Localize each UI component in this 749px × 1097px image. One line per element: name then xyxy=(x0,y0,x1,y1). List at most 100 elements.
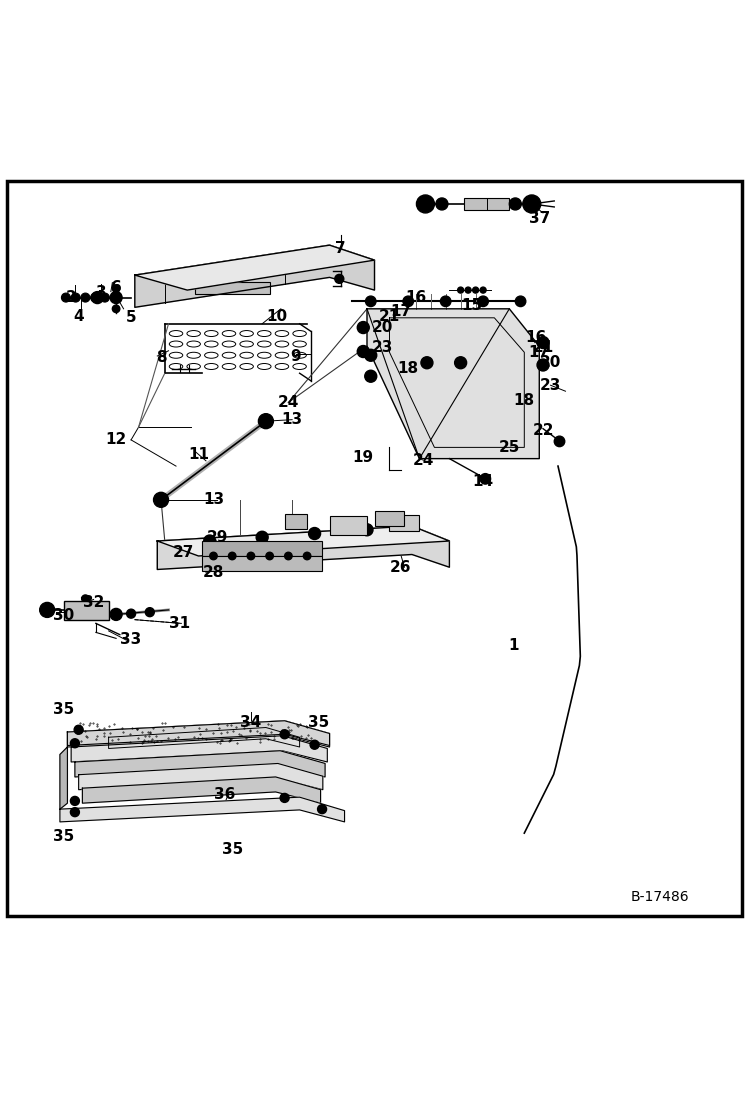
Circle shape xyxy=(361,523,373,535)
Circle shape xyxy=(82,595,89,602)
Circle shape xyxy=(537,359,549,371)
Text: 19: 19 xyxy=(353,450,374,465)
Bar xyxy=(464,197,509,210)
Bar xyxy=(202,541,322,556)
Text: 35: 35 xyxy=(53,829,74,845)
Circle shape xyxy=(366,296,376,306)
Circle shape xyxy=(473,287,479,293)
Circle shape xyxy=(280,730,289,738)
Polygon shape xyxy=(82,777,321,803)
Text: 5: 5 xyxy=(126,310,136,326)
Text: 21: 21 xyxy=(379,309,400,324)
Polygon shape xyxy=(71,736,327,762)
Circle shape xyxy=(310,740,319,749)
Bar xyxy=(374,511,404,527)
Circle shape xyxy=(258,414,273,429)
Circle shape xyxy=(416,195,434,213)
Bar xyxy=(64,601,109,620)
Polygon shape xyxy=(75,750,325,777)
Text: 21: 21 xyxy=(533,340,554,355)
Text: 26: 26 xyxy=(390,559,411,575)
Polygon shape xyxy=(60,747,67,810)
Text: 30: 30 xyxy=(53,609,74,623)
Circle shape xyxy=(91,293,100,302)
Text: 3: 3 xyxy=(96,285,106,299)
Text: 20: 20 xyxy=(540,355,561,371)
Circle shape xyxy=(455,357,467,369)
Text: 8: 8 xyxy=(156,350,166,365)
Text: 35: 35 xyxy=(53,702,74,717)
Circle shape xyxy=(365,349,377,361)
Polygon shape xyxy=(157,527,449,569)
Text: 31: 31 xyxy=(169,615,190,631)
Circle shape xyxy=(210,552,217,559)
Circle shape xyxy=(266,552,273,559)
Text: 4: 4 xyxy=(73,309,84,324)
Text: 7: 7 xyxy=(336,241,346,257)
Circle shape xyxy=(280,793,289,802)
Circle shape xyxy=(112,305,120,313)
Bar xyxy=(195,282,270,294)
Circle shape xyxy=(303,552,311,559)
Circle shape xyxy=(523,195,541,213)
Text: 15: 15 xyxy=(461,297,482,313)
Circle shape xyxy=(127,609,136,618)
Circle shape xyxy=(335,274,344,283)
Text: 28: 28 xyxy=(203,565,224,580)
Bar xyxy=(202,556,322,570)
Circle shape xyxy=(70,796,79,805)
Bar xyxy=(285,514,307,529)
Bar xyxy=(389,514,419,531)
Polygon shape xyxy=(67,721,330,747)
Text: 34: 34 xyxy=(240,715,261,730)
Text: 20: 20 xyxy=(372,320,392,335)
Text: 10: 10 xyxy=(267,309,288,324)
Text: 16: 16 xyxy=(525,330,546,344)
Circle shape xyxy=(478,296,488,306)
Text: 18: 18 xyxy=(398,361,419,376)
Circle shape xyxy=(40,602,55,618)
Circle shape xyxy=(204,535,216,547)
Circle shape xyxy=(71,293,80,302)
Text: 9: 9 xyxy=(291,349,301,364)
Circle shape xyxy=(480,474,491,484)
Circle shape xyxy=(228,552,236,559)
Polygon shape xyxy=(135,245,374,290)
Circle shape xyxy=(110,609,122,621)
Text: 36: 36 xyxy=(214,787,235,802)
Circle shape xyxy=(285,552,292,559)
Text: 24: 24 xyxy=(278,395,299,410)
Text: 24: 24 xyxy=(413,453,434,467)
Circle shape xyxy=(436,197,448,210)
Text: 14: 14 xyxy=(473,474,494,488)
Text: B-17486: B-17486 xyxy=(631,891,689,904)
Text: 27: 27 xyxy=(173,545,194,559)
Text: 17: 17 xyxy=(529,344,550,360)
Polygon shape xyxy=(67,721,330,746)
Bar xyxy=(330,517,367,535)
Circle shape xyxy=(145,608,154,617)
Circle shape xyxy=(247,552,255,559)
Text: 35: 35 xyxy=(308,715,329,730)
Circle shape xyxy=(403,296,413,306)
Polygon shape xyxy=(157,527,449,556)
Circle shape xyxy=(440,296,451,306)
Text: 16: 16 xyxy=(405,290,426,305)
Circle shape xyxy=(465,287,471,293)
Circle shape xyxy=(554,437,565,446)
Circle shape xyxy=(365,371,377,382)
Circle shape xyxy=(309,528,321,540)
Circle shape xyxy=(357,321,369,333)
Circle shape xyxy=(70,738,79,748)
Polygon shape xyxy=(60,798,345,822)
Text: 12: 12 xyxy=(106,432,127,448)
Text: 17: 17 xyxy=(390,304,411,319)
Circle shape xyxy=(91,292,103,304)
Circle shape xyxy=(509,197,521,210)
Text: 13: 13 xyxy=(203,493,224,507)
Text: 11: 11 xyxy=(188,446,209,462)
Text: 13: 13 xyxy=(282,412,303,427)
Circle shape xyxy=(74,725,83,734)
Text: 37: 37 xyxy=(529,212,550,226)
Text: 25: 25 xyxy=(499,440,520,455)
